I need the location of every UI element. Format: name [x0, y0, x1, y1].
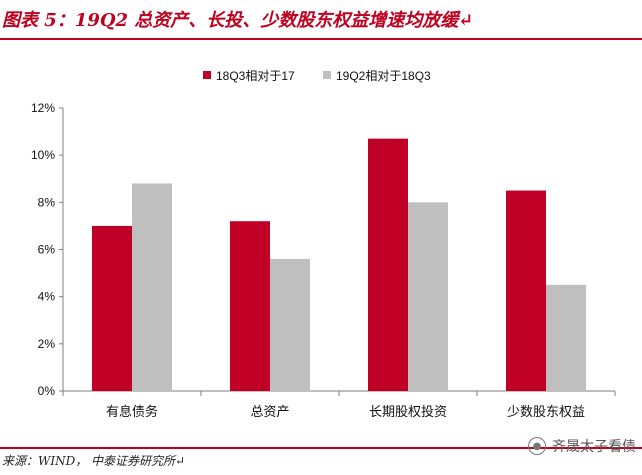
bar-series-1 [230, 221, 270, 391]
bar-series-2 [408, 202, 448, 391]
legend-swatch-series-2 [323, 71, 331, 79]
bar-series-1 [368, 138, 408, 391]
x-tick-label: 有息债务 [106, 404, 158, 420]
y-tick-label: 8% [38, 195, 56, 209]
watermark-text: 齐晟太子看债 [552, 439, 636, 455]
y-axis: 0% 2% 4% 6% 8% 10% 12% [31, 101, 64, 398]
bar-series-1 [506, 190, 546, 391]
chart-figure-title: 图表 5：19Q2 总资产、长投、少数股东权益增速均放缓↵ [2, 10, 474, 31]
bar-series-2 [546, 284, 586, 391]
footer-divider [0, 447, 642, 449]
y-tick-label: 2% [38, 337, 56, 351]
bar-series-2 [270, 258, 310, 391]
y-tick-label: 12% [31, 101, 55, 115]
x-tick-label: 总资产 [250, 405, 289, 420]
y-tick-label: 4% [38, 290, 56, 304]
x-tick-label: 长期股权投资 [369, 404, 447, 420]
bar-chart: 18Q3相对于17 19Q2相对于18Q3 0% 2% 4% 6% 8% 10% 12% 有… [31, 69, 616, 420]
source-note: 来源：WIND， 中泰证券研究所↵ [2, 454, 186, 468]
watermark: ● 齐晟太子看债 [528, 436, 636, 456]
bar-series-2 [132, 183, 172, 391]
legend: 18Q3相对于17 19Q2相对于18Q3 [203, 69, 431, 83]
title-divider [0, 38, 642, 40]
y-tick-label: 10% [31, 148, 55, 162]
y-tick-label: 6% [38, 243, 56, 257]
legend-label-series-2: 19Q2相对于18Q3 [336, 69, 431, 83]
x-tick-label: 少数股东权益 [507, 404, 585, 420]
x-axis: 有息债务 总资产 长期股权投资 少数股东权益 [62, 390, 616, 420]
bar-group [92, 138, 586, 391]
legend-swatch-series-1 [203, 71, 211, 79]
legend-label-series-1: 18Q3相对于17 [216, 69, 295, 83]
y-tick-label: 0% [38, 384, 56, 398]
bar-series-1 [92, 225, 132, 391]
wechat-icon: ● [528, 437, 546, 455]
